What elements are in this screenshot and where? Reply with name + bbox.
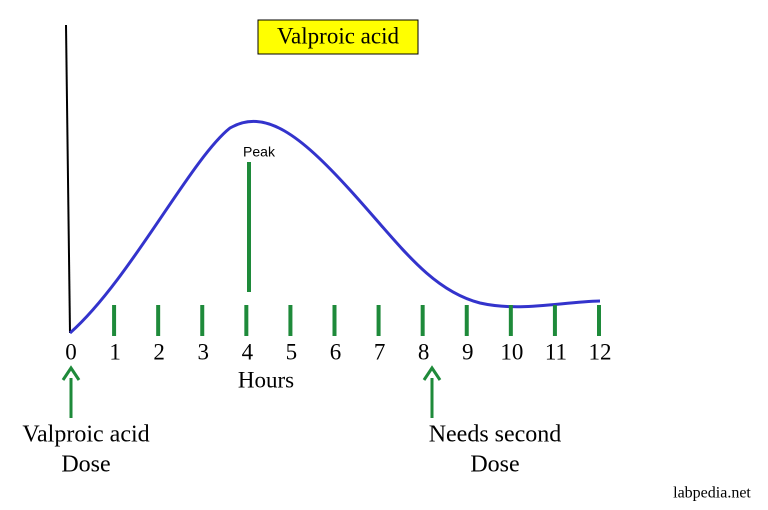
hour-label: 10: [500, 339, 523, 364]
time-tick: [200, 305, 205, 336]
x-axis-label: Hours: [238, 367, 294, 392]
time-tick: [244, 305, 249, 336]
hour-label: 8: [418, 339, 430, 364]
concentration-curve: [69, 119, 601, 335]
hour-label: 0: [65, 339, 77, 364]
annotation-line: Valproic acid: [22, 422, 149, 448]
time-tick: [288, 305, 293, 336]
title: Valproic acid: [277, 23, 399, 48]
annotation-line: Dose: [61, 452, 110, 478]
hour-label: 1: [109, 339, 121, 364]
hour-label: 2: [153, 339, 165, 364]
time-tick: [156, 305, 161, 336]
annotation-line: Dose: [470, 452, 519, 478]
hour-label: 3: [198, 339, 210, 364]
hour-label: 11: [545, 339, 567, 364]
hour-label: 9: [462, 339, 474, 364]
hour-label: 12: [589, 339, 612, 364]
peak-label: Peak: [243, 144, 276, 160]
time-tick: [552, 305, 557, 336]
time-tick: [112, 305, 117, 336]
arrow: [422, 365, 442, 418]
peak-bar: [247, 162, 251, 292]
time-tick: [376, 305, 381, 336]
arrow-head: [422, 365, 442, 381]
time-tick: [508, 305, 513, 336]
hour-label: 6: [330, 339, 342, 364]
arrow: [61, 365, 81, 418]
watermark: labpedia.net: [673, 485, 751, 502]
hour-label: 4: [242, 339, 254, 364]
y-axis: [65, 24, 71, 334]
arrow-head: [61, 365, 81, 381]
time-tick: [420, 305, 425, 336]
time-tick: [464, 305, 469, 336]
time-tick: [332, 305, 337, 336]
time-tick: [597, 305, 601, 336]
annotation-line: Needs second: [429, 422, 562, 448]
hour-label: 7: [374, 339, 386, 364]
hour-label: 5: [286, 339, 298, 364]
title-box: [257, 19, 419, 55]
